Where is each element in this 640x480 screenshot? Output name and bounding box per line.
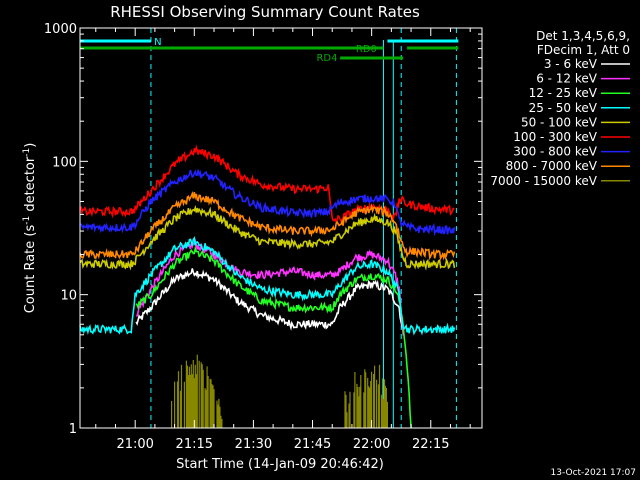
series-line-3 [79, 235, 456, 336]
plot-border [79, 27, 483, 429]
x-tick-label-0: 21:00 [116, 437, 153, 452]
series-line-2 [135, 245, 412, 428]
x-tick-label-5: 22:15 [412, 437, 449, 452]
chart-title: RHESSI Observing Summary Count Rates [110, 3, 420, 21]
series-line-6 [80, 169, 456, 237]
legend-label-6: 300 - 800 keV [513, 145, 597, 159]
series-line-1 [135, 238, 404, 336]
rd0-bar-label: RD0 [356, 44, 377, 55]
series-line-7 [79, 190, 456, 261]
legend-label-2: 12 - 25 keV [529, 86, 598, 100]
series-layer [79, 144, 456, 428]
legend-label-7: 800 - 7000 keV [506, 159, 598, 173]
y-tick-label-3: 1000 [44, 22, 77, 37]
y-tick-label-1: 10 [60, 289, 77, 304]
legend-label-0: 3 - 6 keV [544, 57, 598, 71]
footer-timestamp: 13-Oct-2021 17:07 [551, 468, 636, 478]
legend: Det 1,3,4,5,6,9, FDecim 1, Att 0 3 - 6 k… [490, 29, 630, 188]
legend-label-1: 6 - 12 keV [536, 72, 598, 86]
legend-label-8: 7000 - 15000 keV [490, 174, 597, 188]
legend-header-line-1: Det 1,3,4,5,6,9, [536, 29, 630, 43]
y-axis-label-end: ) [23, 143, 38, 148]
y-axis-label-sup2: -1 [22, 148, 32, 157]
y-tick-label-0: 1 [69, 422, 77, 437]
x-tick-label-1: 21:15 [176, 437, 213, 452]
legend-header-line-2: FDecim 1, Att 0 [537, 43, 630, 57]
axes-layer: 21:00 21:15 21:30 21:45 22:00 22:15 1 10 100 1000 [44, 22, 483, 452]
y-tick-label-2: 100 [52, 155, 77, 170]
x-axis-label: Start Time (14-Jan-09 20:46:42) [176, 457, 384, 472]
x-tick-label-4: 22:00 [353, 437, 390, 452]
rd4-bar-label: RD4 [316, 53, 337, 64]
legend-label-5: 100 - 300 keV [513, 130, 597, 144]
y-axis-label: Count Rate (s-1 detector-1) [22, 143, 38, 314]
y-axis-label-main: Count Rate (s [23, 225, 38, 314]
series-line-4 [79, 204, 456, 271]
series-line-0 [135, 268, 404, 332]
legend-label-4: 50 - 100 keV [521, 115, 598, 129]
x-tick-label-3: 21:45 [294, 437, 331, 452]
n-bar-label: N [154, 37, 161, 48]
legend-label-3: 25 - 50 keV [529, 101, 598, 115]
x-tick-label-2: 21:30 [235, 437, 272, 452]
y-axis-label-mid: detector [23, 156, 38, 216]
y-axis-label-sup1: -1 [22, 216, 32, 225]
series-line-8 [171, 354, 388, 428]
